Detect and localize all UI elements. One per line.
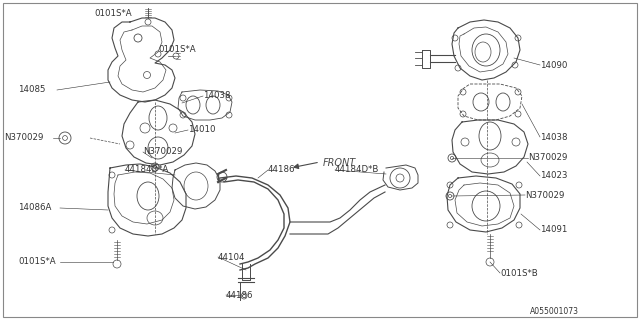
Text: 44104: 44104	[218, 252, 246, 261]
Text: N370029: N370029	[528, 154, 568, 163]
Text: 0101S*A: 0101S*A	[18, 258, 56, 267]
Text: 44186: 44186	[226, 291, 253, 300]
Text: 0101S*A: 0101S*A	[158, 45, 196, 54]
Text: 14038: 14038	[540, 132, 568, 141]
Text: 14085: 14085	[18, 85, 45, 94]
Text: 14086A: 14086A	[18, 204, 51, 212]
Text: 44184D*A: 44184D*A	[125, 165, 169, 174]
Text: 0101S*B: 0101S*B	[500, 268, 538, 277]
Text: N370029: N370029	[143, 148, 182, 156]
Text: 0101S*A: 0101S*A	[94, 10, 132, 19]
Text: A055001073: A055001073	[530, 308, 579, 316]
Text: 44184D*B: 44184D*B	[335, 165, 380, 174]
Text: 14091: 14091	[540, 226, 568, 235]
Text: 14038: 14038	[203, 92, 230, 100]
Text: N370029: N370029	[4, 133, 44, 142]
Text: 14023: 14023	[540, 172, 568, 180]
Text: N370029: N370029	[525, 190, 564, 199]
Text: 44186: 44186	[268, 165, 296, 174]
Text: 14090: 14090	[540, 60, 568, 69]
Text: 14010: 14010	[188, 125, 216, 134]
Text: FRONT: FRONT	[323, 158, 356, 168]
